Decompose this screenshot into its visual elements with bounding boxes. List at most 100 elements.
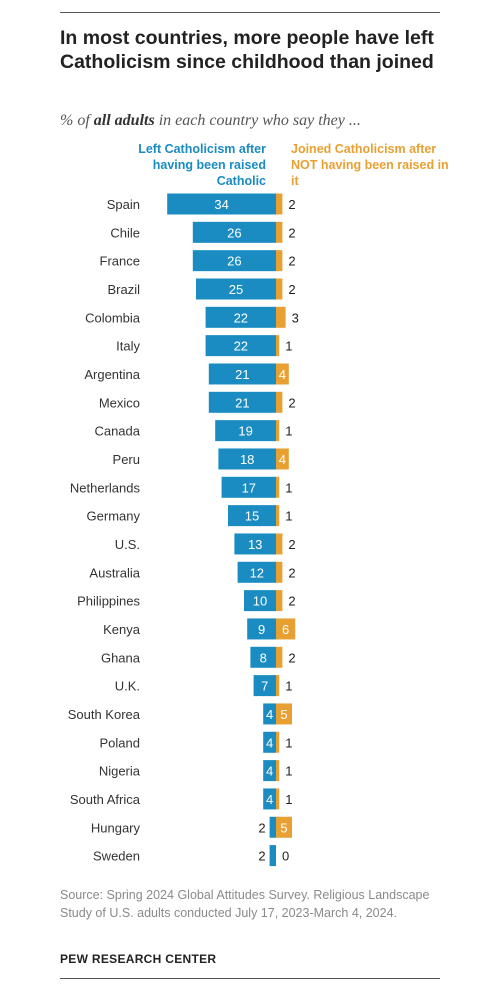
country-label-argentina: Argentina [84, 367, 140, 382]
value-left-brazil: 25 [229, 282, 243, 297]
country-label-germany: Germany [87, 509, 141, 524]
bar-left-italy [205, 335, 276, 357]
bar-right-netherlands [276, 476, 280, 498]
value-left-south-africa: 4 [266, 792, 273, 807]
value-right-south-africa: 1 [285, 792, 292, 807]
bar-right-france [276, 250, 283, 272]
bar-right-colombia [276, 306, 286, 328]
value-right-australia: 2 [288, 565, 295, 580]
value-left-spain: 34 [214, 197, 228, 212]
country-label-south-korea: South Korea [68, 707, 141, 722]
bar-left-ghana [250, 646, 276, 668]
value-right-south-korea: 5 [280, 707, 287, 722]
value-right-canada: 1 [285, 424, 292, 439]
bar-left-mexico [208, 391, 276, 413]
bar-right-brazil [276, 278, 283, 300]
value-right-germany: 1 [285, 509, 292, 524]
value-left-italy: 22 [234, 339, 248, 354]
bar-right-chile [276, 221, 283, 243]
country-label-hungary: Hungary [91, 820, 141, 835]
chart-subtitle: % of all adults in each country who say … [60, 112, 460, 130]
bar-left-argentina [208, 363, 276, 385]
value-right-philippines: 2 [288, 594, 295, 609]
bar-right-south-africa [276, 788, 280, 810]
bar-right-ghana [276, 646, 283, 668]
bar-left-nigeria [263, 760, 276, 782]
top-rule [60, 12, 440, 13]
country-label-colombia: Colombia [85, 310, 141, 325]
country-label-philippines: Philippines [77, 594, 140, 609]
value-left-france: 26 [227, 254, 241, 269]
bar-left-peru [218, 448, 276, 470]
country-label-australia: Australia [89, 565, 140, 580]
bar-right-u-k [276, 675, 280, 697]
value-right-chile: 2 [288, 225, 295, 240]
country-label-brazil: Brazil [107, 282, 140, 297]
country-label-netherlands: Netherlands [70, 480, 141, 495]
value-right-spain: 2 [288, 197, 295, 212]
bar-left-colombia [205, 306, 276, 328]
country-label-poland: Poland [100, 735, 140, 750]
bar-right-south-korea [276, 703, 292, 725]
value-right-poland: 1 [285, 735, 292, 750]
bar-right-spain [276, 193, 283, 215]
value-right-u-s: 2 [288, 537, 295, 552]
country-label-italy: Italy [116, 339, 140, 354]
country-label-u-k: U.K. [115, 679, 140, 694]
value-right-mexico: 2 [288, 395, 295, 410]
country-label-south-africa: South Africa [70, 792, 141, 807]
value-left-hungary: 2 [258, 820, 265, 835]
country-label-kenya: Kenya [103, 622, 141, 637]
bar-right-italy [276, 335, 280, 357]
subtitle-emphasis: all adults [93, 112, 155, 129]
value-left-mexico: 21 [235, 395, 249, 410]
country-label-ghana: Ghana [101, 650, 141, 665]
value-left-u-k: 7 [261, 679, 268, 694]
value-right-brazil: 2 [288, 282, 295, 297]
value-right-france: 2 [288, 254, 295, 269]
bar-left-spain [167, 193, 276, 215]
value-right-colombia: 3 [292, 310, 299, 325]
bar-left-australia [237, 561, 276, 583]
value-right-italy: 1 [285, 339, 292, 354]
value-left-argentina: 21 [235, 367, 249, 382]
bar-left-chile [192, 221, 276, 243]
brand-logo-text: PEW RESEARCH CENTER [60, 952, 217, 966]
bar-right-u-s [276, 533, 283, 555]
value-right-sweden: 0 [282, 849, 289, 864]
country-label-sweden: Sweden [93, 849, 140, 864]
bar-right-nigeria [276, 760, 280, 782]
value-left-sweden: 2 [258, 849, 265, 864]
bar-left-netherlands [221, 476, 276, 498]
bar-right-canada [276, 420, 280, 442]
bar-right-kenya [276, 618, 296, 640]
country-label-spain: Spain [107, 197, 140, 212]
bottom-rule [60, 978, 440, 979]
country-label-u-s: U.S. [115, 537, 140, 552]
value-right-ghana: 2 [288, 650, 295, 665]
bar-left-philippines [244, 590, 276, 612]
value-right-u-k: 1 [285, 679, 292, 694]
source-note: Source: Spring 2024 Global Attitudes Sur… [60, 888, 430, 920]
bar-right-peru [276, 448, 289, 470]
value-left-peru: 18 [240, 452, 254, 467]
bar-right-australia [276, 561, 283, 583]
bar-left-south-korea [263, 703, 276, 725]
value-right-netherlands: 1 [285, 480, 292, 495]
bar-right-argentina [276, 363, 289, 385]
value-left-chile: 26 [227, 225, 241, 240]
value-left-ghana: 8 [260, 650, 267, 665]
country-label-peru: Peru [113, 452, 140, 467]
value-left-australia: 12 [250, 565, 264, 580]
value-left-germany: 15 [245, 509, 259, 524]
country-label-nigeria: Nigeria [99, 764, 141, 779]
country-label-canada: Canada [94, 424, 140, 439]
bar-left-south-africa [263, 788, 276, 810]
bar-left-hungary [269, 816, 276, 838]
value-left-netherlands: 17 [242, 480, 256, 495]
value-left-kenya: 9 [258, 622, 265, 637]
value-left-canada: 19 [238, 424, 252, 439]
country-label-chile: Chile [110, 225, 140, 240]
value-left-nigeria: 4 [266, 764, 273, 779]
